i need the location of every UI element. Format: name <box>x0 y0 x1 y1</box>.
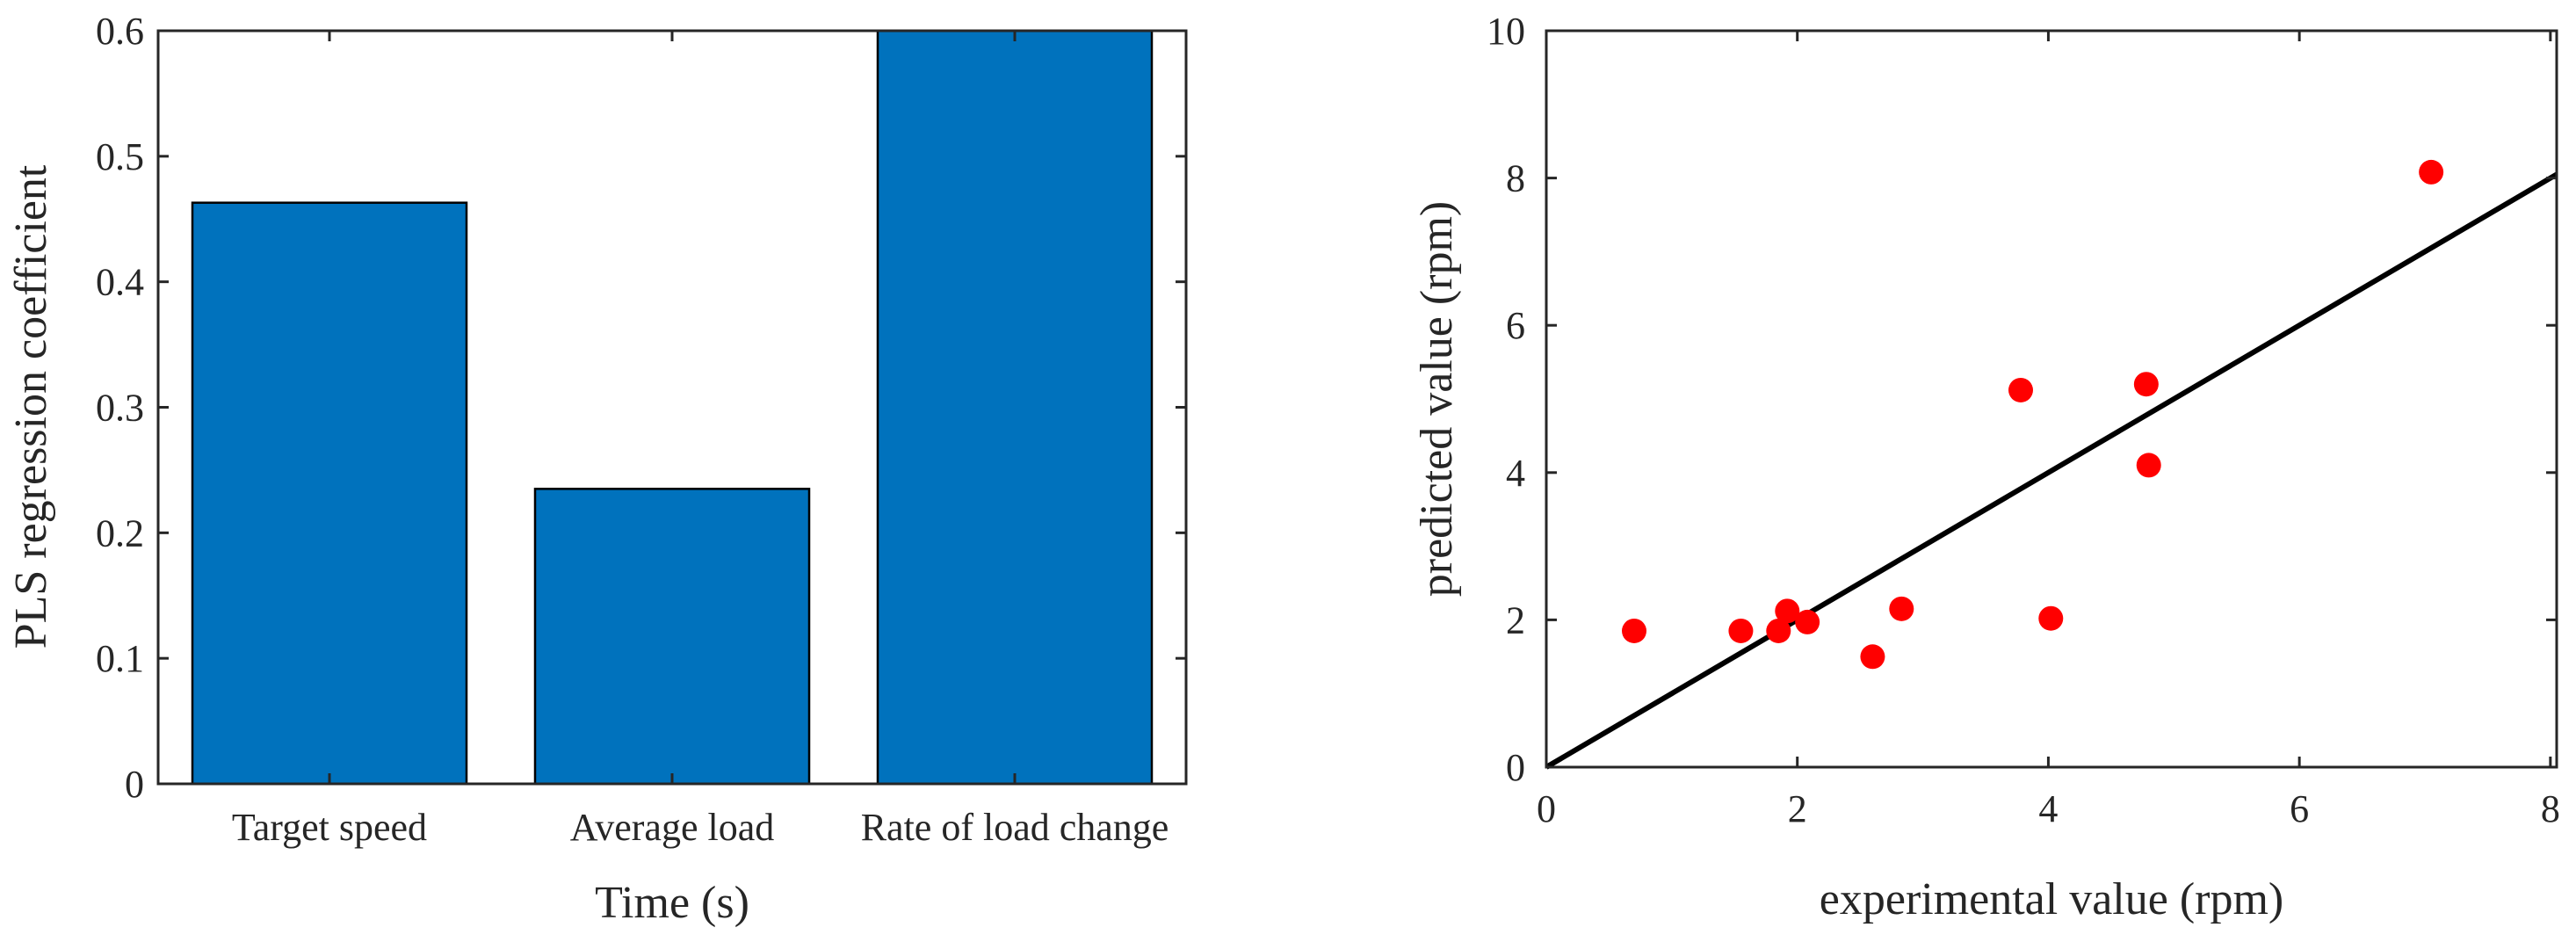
scatter-point-4 <box>1775 598 1800 624</box>
bar-y-tick-label: 0.6 <box>96 10 144 53</box>
bar-x-tick-label: Target speed <box>232 806 427 849</box>
scatter-point-2 <box>1728 618 1754 643</box>
scatter-x-tick-label: 4 <box>2038 787 2058 830</box>
bar-chart-y-axis-label: PLS regression coefficient <box>6 164 56 649</box>
scatter-point-10 <box>2133 372 2159 397</box>
scatter-y-tick-label: 2 <box>1506 598 1525 641</box>
scatter-y-tick-label: 4 <box>1506 452 1525 495</box>
scatter-chart-points <box>1622 159 2444 670</box>
bar-x-tick-label: Average load <box>570 806 775 849</box>
bar-chart: 0 0.1 0.2 0.3 0.4 0.5 0.6 Target speed Average … <box>6 10 1188 928</box>
scatter-point-6 <box>1860 644 1885 670</box>
scatter-chart-fit-line <box>1545 171 2558 770</box>
scatter-chart: 0 2 4 6 8 10 0 2 4 6 8 experimental value (rpm) p… <box>1412 10 2560 924</box>
scatter-x-tick-label: 6 <box>2290 787 2309 830</box>
bar-chart-y-ticks: 0 0.1 0.2 0.3 0.4 0.5 0.6 <box>96 10 1186 806</box>
scatter-y-tick-label: 0 <box>1506 746 1525 789</box>
bar-y-tick-label: 0.4 <box>96 261 144 304</box>
bar-y-tick-label: 0.2 <box>96 511 144 554</box>
bar-chart-x-axis-label: Time (s) <box>595 878 749 928</box>
bar-2 <box>533 488 811 786</box>
scatter-point-8 <box>2008 377 2033 402</box>
scatter-x-tick-label: 2 <box>1788 787 1807 830</box>
bar-3 <box>876 29 1154 786</box>
scatter-x-tick-label: 8 <box>2541 787 2560 830</box>
bar-y-tick-label: 0.5 <box>96 135 144 178</box>
scatter-point-7 <box>1889 596 1914 621</box>
scatter-point-11 <box>2136 453 2161 478</box>
scatter-chart-axes-box <box>1545 29 2558 769</box>
scatter-chart-y-ticks: 0 2 4 6 8 10 <box>1487 10 2557 789</box>
bar-chart-x-ticks: Target speed Average load Rate of load cha… <box>232 31 1169 849</box>
bar-1 <box>191 201 468 786</box>
scatter-y-tick-label: 8 <box>1506 157 1525 200</box>
scatter-point-9 <box>2038 605 2064 631</box>
bar-chart-bars <box>191 29 1154 786</box>
scatter-y-tick-label: 6 <box>1506 304 1525 347</box>
scatter-chart-plot-background <box>1546 31 2557 767</box>
bar-y-tick-label: 0 <box>125 763 144 806</box>
scatter-chart-y-axis-label: predicted value (rpm) <box>1412 201 1462 597</box>
scatter-point-1 <box>1622 618 1646 643</box>
scatter-point-5 <box>1795 609 1820 634</box>
bar-y-tick-label: 0.1 <box>96 637 144 680</box>
scatter-chart-x-axis-label: experimental value (rpm) <box>1820 874 2283 924</box>
scatter-y-tick-label: 10 <box>1487 10 1525 53</box>
scatter-x-tick-label: 0 <box>1537 787 1556 830</box>
bar-y-tick-label: 0.3 <box>96 387 144 430</box>
bar-x-tick-label: Rate of load change <box>861 806 1169 849</box>
scatter-point-12 <box>2419 159 2444 185</box>
scatter-point-3 <box>1766 618 1791 643</box>
scatter-chart-x-ticks: 0 2 4 6 8 <box>1537 31 2560 830</box>
